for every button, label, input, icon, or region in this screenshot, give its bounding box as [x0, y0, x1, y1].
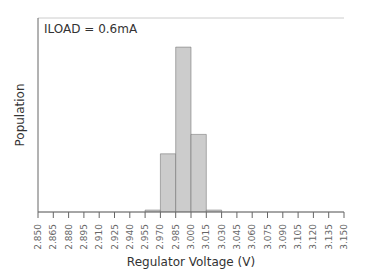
- svg-text:3.105: 3.105: [293, 224, 303, 250]
- svg-text:3.000: 3.000: [186, 224, 196, 250]
- svg-text:3.120: 3.120: [308, 224, 318, 250]
- svg-text:2.925: 2.925: [110, 224, 120, 250]
- svg-text:2.955: 2.955: [140, 224, 150, 250]
- svg-text:3.030: 3.030: [217, 224, 227, 250]
- svg-text:2.940: 2.940: [125, 224, 135, 250]
- svg-text:3.075: 3.075: [263, 224, 273, 250]
- svg-text:2.850: 2.850: [33, 224, 43, 250]
- svg-text:3.045: 3.045: [232, 224, 242, 250]
- svg-text:3.060: 3.060: [247, 224, 257, 250]
- svg-text:2.865: 2.865: [48, 224, 58, 250]
- svg-text:2.985: 2.985: [171, 224, 181, 250]
- svg-text:3.150: 3.150: [339, 224, 349, 250]
- svg-text:2.970: 2.970: [155, 224, 165, 250]
- svg-text:3.015: 3.015: [201, 224, 211, 250]
- svg-text:3.090: 3.090: [278, 224, 288, 250]
- svg-text:2.910: 2.910: [94, 224, 104, 250]
- svg-text:Population: Population: [13, 83, 27, 146]
- html-text:ILOAD = 0.6mA: ILOAD = 0.6mA: [44, 22, 138, 36]
- svg-text:2.880: 2.880: [64, 224, 74, 250]
- svg-text:Regulator Voltage (V): Regulator Voltage (V): [127, 255, 255, 269]
- svg-text:2.895: 2.895: [79, 224, 89, 250]
- svg-text:3.135: 3.135: [324, 224, 334, 250]
